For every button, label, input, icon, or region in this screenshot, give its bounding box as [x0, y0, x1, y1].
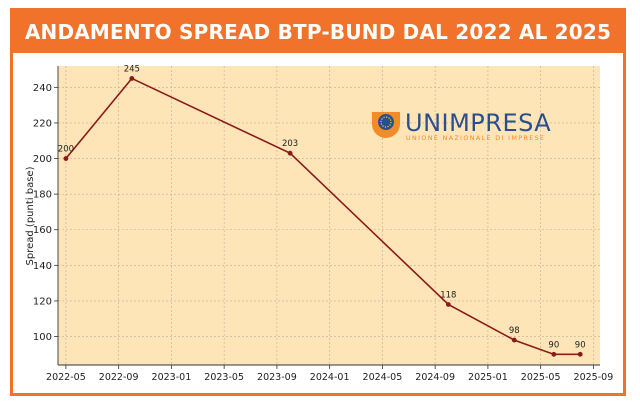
grid-lines [58, 66, 600, 365]
y-axis-ticks: 100 120 140 160 180 200 220 240 [33, 83, 58, 343]
logo-tagline: UNIONE NAZIONALE DI IMPRESE [406, 135, 545, 142]
y-tick-label: 200 [33, 154, 52, 165]
x-tick-label: 2024-05 [363, 372, 403, 383]
data-label: 90 [575, 340, 586, 350]
data-label: 98 [509, 326, 520, 336]
data-label: 203 [282, 139, 298, 149]
data-point [287, 150, 293, 156]
data-point [577, 351, 583, 357]
y-tick-label: 220 [33, 118, 52, 129]
page-title: ANDAMENTO SPREAD BTP-BUND DAL 2022 AL 20… [24, 20, 612, 44]
header-banner: ANDAMENTO SPREAD BTP-BUND DAL 2022 AL 20… [13, 11, 623, 53]
x-tick-label: 2025-05 [521, 372, 561, 383]
data-label: 90 [548, 340, 559, 350]
series-line: 200 245 203 118 98 90 90 [58, 64, 586, 357]
data-point [63, 156, 69, 161]
data-point [551, 351, 557, 357]
unimpresa-logo: UNIMPRESA UNIONE NAZIONALE DI IMPRESE [372, 109, 551, 142]
y-tick-label: 120 [33, 296, 52, 307]
plot-area [58, 66, 600, 365]
data-point [511, 337, 517, 343]
x-tick-label: 2025-01 [468, 372, 508, 383]
data-label: 118 [440, 290, 456, 300]
x-tick-label: 2024-09 [415, 372, 455, 383]
y-tick-label: 140 [33, 261, 52, 272]
data-label: 245 [124, 64, 140, 74]
y-axis-label: Spread (punti base) [25, 166, 36, 265]
logo-brand: UNIMPRESA [405, 109, 551, 137]
x-axis-ticks: 2022-05 2022-09 2023-01 2023-05 2023-09 2024-… [46, 365, 613, 383]
x-tick-label: 2022-05 [46, 372, 86, 383]
y-tick-label: 100 [33, 332, 52, 343]
x-tick-label: 2024-01 [310, 372, 350, 383]
x-tick-label: 2023-01 [152, 372, 192, 383]
data-label: 200 [58, 145, 74, 155]
axes [57, 66, 600, 366]
x-tick-label: 2022-09 [99, 372, 139, 383]
y-tick-label: 160 [33, 225, 52, 236]
x-tick-label: 2025-09 [574, 372, 614, 383]
x-tick-label: 2023-09 [257, 372, 297, 383]
data-point [445, 302, 451, 307]
y-tick-label: 180 [33, 190, 52, 201]
y-tick-label: 240 [33, 83, 52, 94]
data-point [129, 76, 135, 81]
x-tick-label: 2023-05 [204, 372, 244, 383]
